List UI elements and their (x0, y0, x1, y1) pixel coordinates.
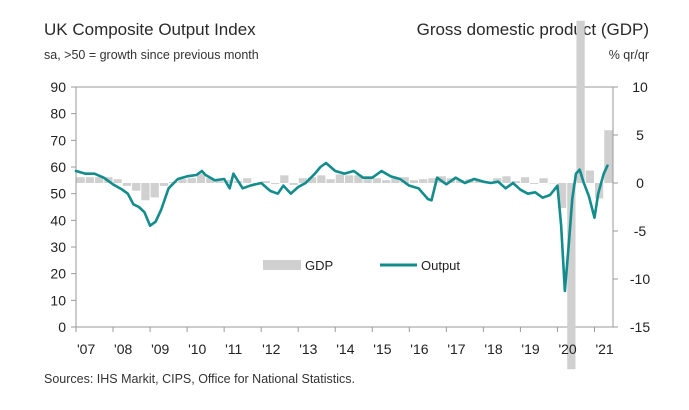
x-tick-label: '08 (114, 341, 132, 357)
gdp-bar (576, 20, 585, 184)
output-line-group (74, 161, 609, 293)
x-tick-label: '16 (410, 341, 428, 357)
gdp-bar (270, 183, 280, 184)
gdp-bar (391, 178, 400, 183)
legend-output-label: Output (421, 258, 460, 273)
gdp-bar (132, 183, 141, 191)
gdp-bar (326, 179, 335, 183)
gdp-bar (243, 178, 252, 183)
x-tick-label: '10 (188, 341, 206, 357)
gdp-bar (409, 180, 419, 183)
gdp-bar (141, 183, 150, 201)
x-tick-label: '12 (262, 341, 280, 357)
left-tick-label: 20 (50, 266, 66, 282)
left-tick-label: 60 (50, 159, 66, 175)
gdp-bar (85, 177, 95, 183)
left-axis: 0 10 20 30 40 50 60 70 80 90 (50, 79, 76, 335)
right-tick-label: -5 (634, 223, 647, 239)
right-tick-label: 0 (636, 175, 644, 191)
x-tick-label: '18 (484, 341, 502, 357)
gdp-bar (419, 179, 428, 183)
gdp-bar (557, 183, 567, 208)
gdp-bar (150, 183, 159, 198)
output-line (74, 161, 609, 293)
x-tick-label: '09 (151, 341, 169, 357)
gdp-bar (604, 130, 613, 183)
gdp-bar (122, 183, 132, 186)
left-tick-label: 70 (50, 132, 66, 148)
x-tick-label: '19 (521, 341, 539, 357)
gdp-bar (428, 178, 437, 183)
left-tick-label: 90 (50, 79, 66, 95)
gdp-bar (502, 176, 511, 183)
gdp-bar (317, 175, 326, 183)
gdp-bar (95, 177, 104, 183)
x-axis: '07 '08 '09 '10 '11 '12 '13 '14 '15 '16 '17 '18 '19 '… (75, 327, 614, 357)
right-tick-label: 5 (636, 127, 644, 143)
left-tick-label: 50 (50, 186, 66, 202)
x-tick-label: '13 (299, 341, 317, 357)
left-chart-title: UK Composite Output Index (44, 20, 256, 39)
left-axis-subtitle: sa, >50 = growth since previous month (44, 48, 259, 62)
left-tick-label: 0 (58, 319, 66, 335)
x-tick-label: '14 (336, 341, 354, 357)
gdp-bar (224, 180, 233, 183)
right-tick-label: 10 (632, 79, 648, 95)
gdp-bar (520, 177, 530, 183)
right-chart-title: Gross domestic product (GDP) (416, 20, 649, 39)
x-tick-label: '07 (77, 341, 95, 357)
gdp-bar (335, 174, 344, 183)
gdp-bar (196, 173, 206, 183)
right-tick-label: -15 (630, 319, 650, 335)
right-axis: -15 -10 -5 0 5 10 (613, 79, 650, 335)
legend-gdp-label: GDP (305, 258, 333, 273)
gdp-bar (354, 175, 363, 183)
gdp-bar (363, 176, 372, 183)
gdp-bar (539, 178, 548, 183)
gdp-bar (567, 183, 576, 370)
gdp-bar (345, 175, 354, 183)
gdp-bar (289, 183, 298, 185)
gdp-bar (215, 181, 224, 183)
left-tick-label: 80 (50, 106, 66, 122)
right-axis-unit: % qr/qr (608, 48, 649, 62)
gdp-bar (113, 179, 122, 183)
gdp-bar (585, 170, 594, 183)
gdp-bar (178, 179, 187, 183)
gdp-bar (530, 183, 539, 184)
gdp-bar (187, 178, 196, 183)
gdp-bar (307, 177, 317, 183)
gdp-bar (382, 180, 391, 183)
x-tick-label: '21 (595, 341, 613, 357)
left-tick-label: 40 (50, 212, 66, 228)
left-tick-label: 10 (50, 292, 66, 308)
left-tick-label: 30 (50, 239, 66, 255)
gdp-bar (400, 177, 409, 183)
x-tick-label: '15 (373, 341, 391, 357)
gdp-bar (261, 181, 270, 183)
x-tick-label: '17 (447, 341, 465, 357)
gdp-bar (372, 178, 382, 183)
gdp-bar (159, 183, 169, 186)
x-tick-label: '20 (558, 341, 576, 357)
legend-gdp-swatch (263, 260, 301, 270)
legend: GDP Output (263, 258, 460, 273)
gdp-bar (76, 177, 85, 183)
x-tick-label: '11 (225, 341, 242, 357)
source-note: Sources: IHS Markit, CIPS, Office for Na… (44, 372, 355, 386)
gdp-bar (280, 175, 289, 183)
right-tick-label: -10 (630, 271, 650, 287)
gdp-bar (298, 178, 307, 183)
gdp-bar (548, 183, 557, 184)
gdp-bar (511, 181, 520, 183)
plot-area (75, 86, 614, 328)
gdp-bar (206, 178, 215, 183)
